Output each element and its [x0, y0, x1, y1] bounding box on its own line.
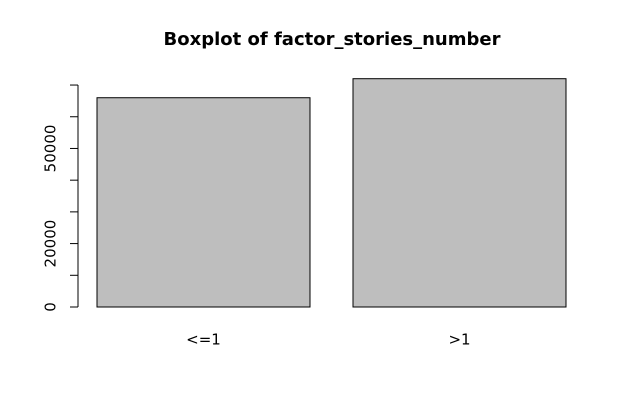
y-tick-label: 0: [42, 302, 60, 312]
chart-title: Boxplot of factor_stories_number: [164, 29, 501, 50]
y-tick-label: 20000: [42, 220, 60, 268]
x-tick-label: <=1: [186, 331, 221, 349]
bar: [352, 78, 567, 308]
x-tick-label: >1: [448, 331, 470, 349]
y-tick-label: 50000: [42, 125, 60, 173]
bar: [96, 97, 311, 308]
